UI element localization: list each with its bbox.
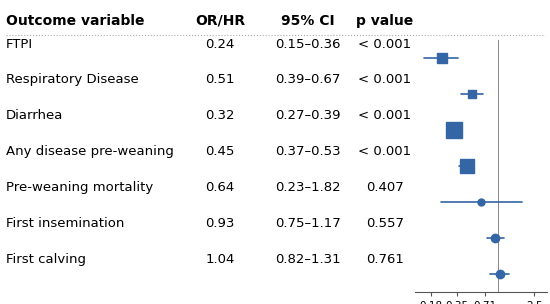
Text: p value: p value	[356, 14, 414, 28]
Text: 0.64: 0.64	[205, 181, 235, 194]
Text: Any disease pre-weaning: Any disease pre-weaning	[6, 145, 173, 158]
Text: OR/HR: OR/HR	[195, 14, 245, 28]
Text: Respiratory Disease: Respiratory Disease	[6, 74, 138, 86]
Text: 0.93: 0.93	[205, 217, 235, 230]
Text: Diarrhea: Diarrhea	[6, 109, 63, 122]
Text: 0.407: 0.407	[366, 181, 404, 194]
Text: 0.557: 0.557	[366, 217, 404, 230]
Text: 95% CI: 95% CI	[281, 14, 335, 28]
Text: 0.32: 0.32	[205, 109, 235, 122]
Text: 1.04: 1.04	[205, 253, 235, 266]
Text: < 0.001: < 0.001	[359, 145, 411, 158]
Text: 0.37–0.53: 0.37–0.53	[275, 145, 341, 158]
Text: < 0.001: < 0.001	[359, 74, 411, 86]
Text: 0.761: 0.761	[366, 253, 404, 266]
Text: Outcome variable: Outcome variable	[6, 14, 144, 28]
Text: Pre-weaning mortality: Pre-weaning mortality	[6, 181, 153, 194]
Text: 0.39–0.67: 0.39–0.67	[276, 74, 340, 86]
Text: First insemination: First insemination	[6, 217, 124, 230]
Text: 0.23–1.82: 0.23–1.82	[275, 181, 341, 194]
Text: 0.15–0.36: 0.15–0.36	[275, 38, 341, 50]
Text: First calving: First calving	[6, 253, 85, 266]
Text: 0.51: 0.51	[205, 74, 235, 86]
Text: 0.24: 0.24	[205, 38, 235, 50]
Text: 0.82–1.31: 0.82–1.31	[275, 253, 341, 266]
Text: < 0.001: < 0.001	[359, 109, 411, 122]
Text: < 0.001: < 0.001	[359, 38, 411, 50]
Text: FTPI: FTPI	[6, 38, 32, 50]
Text: 0.27–0.39: 0.27–0.39	[275, 109, 341, 122]
Text: 0.75–1.17: 0.75–1.17	[275, 217, 341, 230]
Text: 0.45: 0.45	[205, 145, 235, 158]
